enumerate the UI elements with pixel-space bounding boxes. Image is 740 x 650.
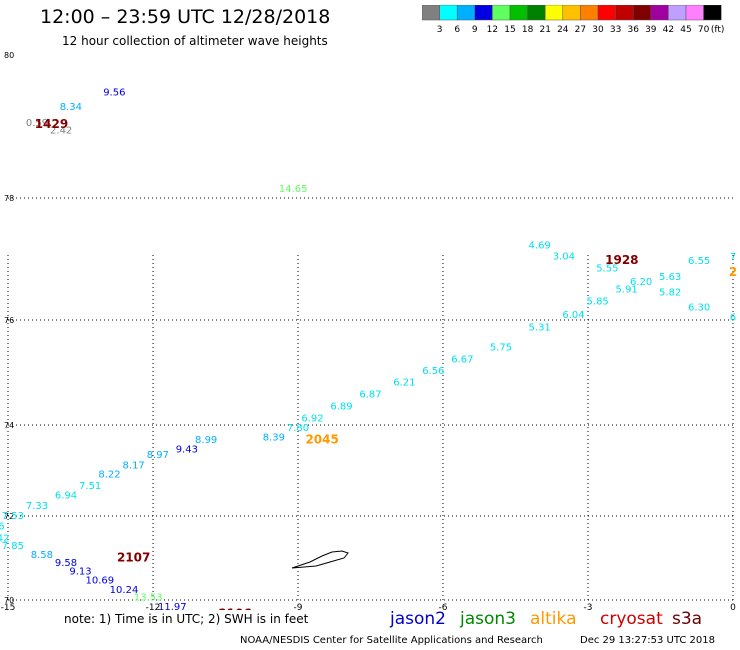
chart-title: 12:00 – 23:59 UTC 12/28/2018 (40, 6, 331, 28)
footer-note: note: 1) Time is in UTC; 2) SWH is in fe… (64, 612, 309, 626)
pass-time-label: 1429 (35, 117, 68, 131)
satellite-s3a: s3a (672, 609, 703, 629)
credit-right: Dec 29 13:27:53 UTC 2018 (580, 635, 715, 646)
wave-height-label: 11.97 (158, 602, 187, 610)
colorbar-swatch (703, 5, 722, 21)
wave-height-label: 4.69 (529, 240, 551, 251)
colorbar-tick-label: 27 (575, 25, 586, 35)
wave-height-label: 7.80 (287, 423, 309, 434)
wave-height-label: 7.53 (2, 511, 24, 522)
credit-left: NOAA/NESDIS Center for Satellite Applica… (240, 635, 543, 646)
wave-height-label: 6.20 (630, 277, 652, 288)
x-tick-label: -12 (146, 603, 161, 610)
colorbar-tick-label: 18 (522, 25, 534, 35)
wave-height-label: 5.55 (596, 264, 618, 275)
colorbar-tick-label: 3 (437, 25, 443, 35)
x-tick-label: -3 (584, 603, 593, 610)
y-tick-label: 78 (4, 194, 14, 203)
x-tick-label: 0 (730, 603, 736, 610)
wave-height-label: 6.87 (359, 390, 381, 401)
colorbar-tick-label: 21 (539, 25, 550, 35)
y-tick-label: 80 (4, 51, 14, 60)
wave-height-label: 6.30 (688, 303, 710, 314)
wave-height-label: 8.58 (31, 550, 53, 561)
wave-height-label: 5.82 (659, 287, 681, 298)
wave-height-label: 14.65 (279, 184, 308, 195)
pass-time-label: 2106 (218, 607, 251, 610)
wave-height-label: 5.85 (587, 296, 609, 307)
wave-height-label: 9.56 (103, 87, 125, 98)
colorbar-tick-label: 39 (645, 25, 657, 35)
coastline-island (291, 550, 349, 569)
wave-height-label: 6.21 (393, 377, 415, 388)
colorbar-tick-label: 12 (487, 25, 498, 35)
wave-height-label: 12.45 (182, 609, 211, 610)
wave-height-label: 6.92 (301, 414, 323, 425)
y-tick-label: 70 (4, 596, 14, 605)
colorbar-tick-label: 45 (680, 25, 691, 35)
wave-height-label: 9.13 (69, 567, 91, 578)
y-tick-label: 74 (4, 421, 14, 430)
wave-height-label: 13.53 (134, 593, 163, 604)
x-tick-label: -9 (294, 603, 303, 610)
wave-height-label: 8.34 (60, 102, 82, 113)
colorbar-tick-label: 9 (472, 25, 478, 35)
wave-height-label: 8.99 (195, 435, 217, 446)
wave-height-label: 3.04 (553, 251, 575, 262)
colorbar-tick-label: 42 (663, 25, 674, 35)
wave-height-label: 8.17 (123, 461, 145, 472)
wave-height-label: 2.42 (50, 125, 72, 136)
colorbar-tick-label: 30 (592, 25, 604, 35)
pass-time-label: 2045 (305, 433, 338, 447)
wave-height-label: 9.58 (55, 558, 77, 569)
y-tick-label: 76 (4, 316, 14, 325)
colorbar-unit: (ft) (711, 25, 725, 35)
wave-height-label: 6.55 (688, 256, 710, 267)
map-chart: -15 -12 -9 -6 -3 07072747678800.592.428.349.5… (0, 51, 737, 610)
wave-height-label: 0.59 (26, 118, 48, 129)
colorbar-legend: 3 6 9 12 15 18 21 24 27 30 33 36 39 42 45 70 (ft) (422, 5, 725, 35)
colorbar-tick-label: 15 (504, 25, 515, 35)
wave-height-label: 6.89 (330, 402, 352, 413)
x-tick-label: -6 (439, 603, 448, 610)
satellite-jason3: jason3 (460, 609, 516, 629)
wave-height-label: 8.97 (147, 450, 169, 461)
wave-height-label: 8.39 (263, 432, 285, 443)
wave-height-label: 7 (730, 252, 736, 263)
wave-height-label: 5.75 (490, 342, 512, 353)
pass-time-label: 2 (729, 265, 737, 279)
wave-height-label: 6.56 (422, 366, 444, 377)
wave-height-label: 7.51 (79, 481, 101, 492)
wave-height-label: 10.24 (110, 585, 139, 596)
x-tick-label: -15 (1, 603, 16, 610)
y-tick-label: 72 (4, 512, 14, 521)
colorbar-tick-label: 6 (454, 25, 460, 35)
colorbar-tick-label: 24 (557, 25, 569, 35)
wave-height-label: 7.76 (0, 522, 5, 533)
wave-height-label: 7.33 (26, 501, 48, 512)
satellite-cryosat: cryosat (600, 609, 663, 629)
pass-time-label: 1928 (605, 253, 638, 267)
colorbar-tick-label: 36 (627, 25, 639, 35)
colorbar-tick-label: 33 (610, 25, 621, 35)
wave-height-label: 8.22 (98, 470, 120, 481)
colorbar-tick-label: 70 (698, 25, 710, 35)
wave-height-label: 10.69 (86, 575, 115, 586)
satellite-jason2: jason2 (390, 609, 446, 629)
wave-height-label: 5.31 (529, 322, 551, 333)
wave-height-label: 6 (730, 312, 736, 323)
wave-height-label: 5.63 (659, 272, 681, 283)
chart-subtitle: 12 hour collection of altimeter wave hei… (62, 34, 328, 48)
wave-height-label: 5.91 (616, 284, 638, 295)
wave-height-label: 7.85 (2, 541, 24, 552)
pass-time-label: 2107 (117, 550, 150, 564)
wave-height-label: 6.04 (562, 310, 584, 321)
wave-height-label: 6.67 (451, 354, 473, 365)
wave-height-label: 6.94 (55, 491, 77, 502)
wave-height-label: 9.43 (176, 445, 198, 456)
wave-height-label: 7.42 (0, 533, 9, 544)
satellite-altika: altika (530, 609, 577, 629)
